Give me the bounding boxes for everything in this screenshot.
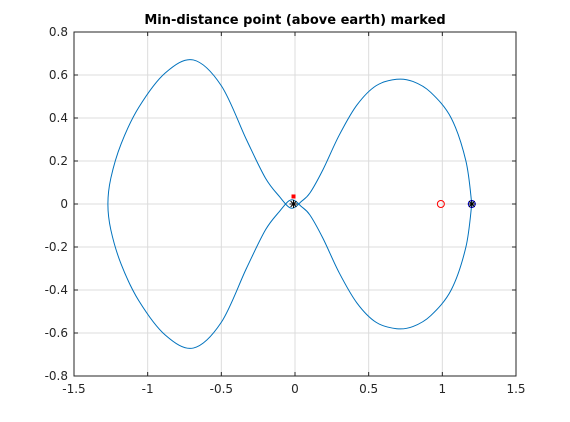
tick-labels: -1.5 -1 -0.5 0 0.5 1 1.5 -0.8 -0.6 -0.4 -0.2 0 0.2 0.… [45, 25, 526, 396]
x-tick-label: -1.5 [62, 382, 85, 396]
y-tick-label: 0 [60, 197, 68, 211]
y-tick-label: 0.8 [49, 25, 68, 39]
x-tick-label: -1 [142, 382, 154, 396]
min-distance-marker [291, 194, 296, 199]
y-tick-label: -0.2 [45, 240, 68, 254]
x-tick-label: -0.5 [210, 382, 233, 396]
y-tick-label: 0.6 [49, 68, 68, 82]
x-tick-label: 1 [439, 382, 447, 396]
series-layer [107, 59, 473, 349]
y-tick-label: -0.6 [45, 326, 68, 340]
x-tick-label: 0 [291, 382, 299, 396]
y-tick-label: 0.4 [49, 111, 68, 125]
ticks [73, 31, 517, 377]
x-tick-label: 1.5 [506, 382, 525, 396]
chart-title: Min-distance point (above earth) marked [144, 13, 445, 28]
orbit-line [107, 59, 473, 349]
y-tick-label: -0.8 [45, 369, 68, 383]
marker-layer [289, 194, 476, 208]
marker-asterisk [289, 200, 298, 208]
x-tick-label: 0.5 [359, 382, 378, 396]
marker-asterisk [467, 200, 476, 208]
y-tick-label: -0.4 [45, 283, 68, 297]
marker-circle [436, 200, 445, 208]
y-tick-label: 0.2 [49, 154, 68, 168]
